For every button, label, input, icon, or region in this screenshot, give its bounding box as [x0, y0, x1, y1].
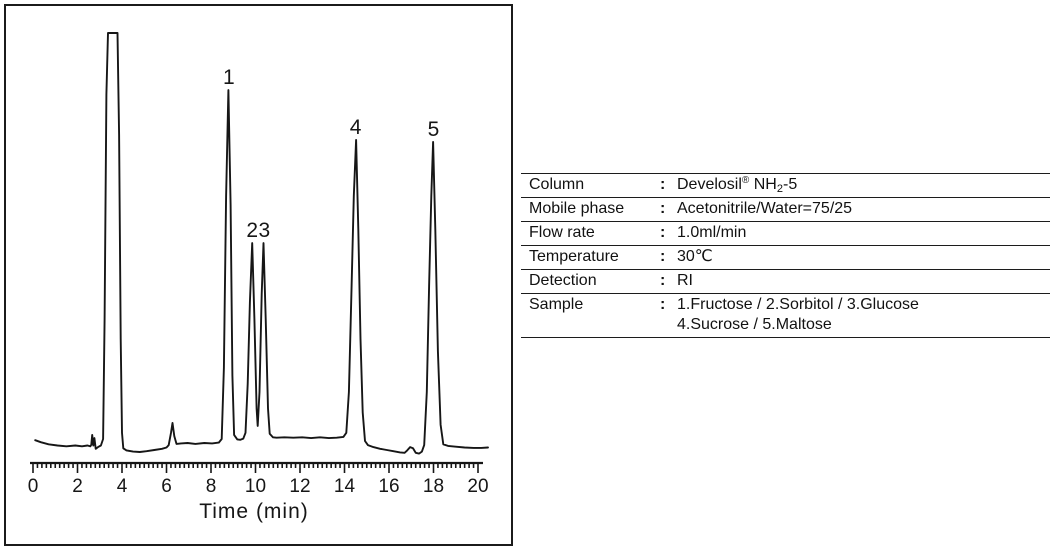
condition-row-flow-rate: Flow rate:1.0ml/min — [521, 222, 1050, 246]
value-text: NH — [749, 176, 777, 193]
condition-colon: : — [660, 296, 666, 313]
condition-colon: : — [660, 176, 666, 193]
x-axis-title: Time (min) — [199, 500, 309, 523]
peak-number-labels: 12 34 5 — [223, 66, 439, 242]
x-axis-tick-label: 2 — [72, 476, 83, 497]
value-text: 1.0ml/min — [677, 224, 747, 241]
condition-row-detection: Detection: RI — [521, 270, 1050, 294]
condition-colon: : — [660, 272, 666, 289]
condition-label: Detection — [529, 272, 597, 289]
condition-row-temperature: Temperature:30℃ — [521, 246, 1050, 270]
condition-row-sample: Sample:1.Fructose / 2.Sorbitol / 3.Gluco… — [521, 294, 1050, 338]
condition-value: Develosil® NH2-5 — [677, 175, 1050, 195]
x-axis-ticks — [32, 463, 479, 473]
condition-value: Acetonitrile/Water=75/25 — [677, 199, 1050, 219]
value-text: 4.Sucrose / 5.Maltose — [677, 316, 832, 333]
value-text: -5 — [782, 176, 798, 193]
peak-label-5: 5 — [428, 118, 440, 141]
x-axis-tick-labels: 0 2 4 6 8 10 12 14 16 18 20 — [28, 476, 489, 497]
condition-label: Mobile phase — [529, 200, 625, 217]
x-axis-tick-label: 18 — [423, 476, 444, 497]
subscript-text: 2 — [776, 183, 783, 195]
x-axis: 0 2 4 6 8 10 12 14 16 18 20 — [28, 461, 489, 497]
value-text: 30℃ — [677, 248, 713, 265]
peak-label-4: 4 — [350, 116, 362, 139]
condition-label: Flow rate — [529, 224, 595, 241]
peak-label-2: 2 — [246, 219, 258, 242]
peak-label-3: 3 — [259, 219, 271, 242]
condition-value-line: 1.0ml/min — [677, 223, 1050, 243]
condition-value: 30℃ — [677, 247, 1050, 267]
conditions-table: Column: Develosil® NH2-5 Mobile phase: Acet… — [521, 173, 1050, 338]
condition-value-line: 30℃ — [677, 247, 1050, 267]
x-axis-tick-label: 16 — [378, 476, 399, 497]
condition-label: Temperature — [529, 248, 619, 265]
x-axis-tick-label: 20 — [467, 476, 488, 497]
condition-value-line: RI — [677, 271, 1050, 291]
value-text: 1.Fructose / 2.Sorbitol / 3.Glucose — [677, 296, 919, 313]
x-axis-tick-label: 8 — [206, 476, 217, 497]
x-axis-tick-label: 4 — [117, 476, 128, 497]
superscript-text: ® — [741, 175, 750, 186]
condition-colon: : — [660, 224, 666, 241]
chromatogram-trace — [34, 32, 489, 455]
condition-colon: : — [660, 248, 666, 265]
condition-value: RI — [677, 271, 1050, 291]
condition-row-column: Column: Develosil® NH2-5 — [521, 174, 1050, 198]
condition-value-line: 4.Sucrose / 5.Maltose — [677, 315, 1050, 335]
chromatogram-plot: 0 2 4 6 8 10 12 14 16 18 20 12 34 5 Time (min) — [28, 32, 489, 523]
x-axis-tick-label: 6 — [161, 476, 172, 497]
condition-row-mobile-phase: Mobile phase: Acetonitrile/Water=75/25 — [521, 198, 1050, 222]
condition-label: Sample — [529, 296, 584, 313]
x-axis-tick-label: 14 — [334, 476, 356, 497]
condition-value-line: 1.Fructose / 2.Sorbitol / 3.Glucose — [677, 295, 1050, 315]
peak-label-1: 1 — [223, 66, 235, 89]
condition-value: 1.0ml/min — [677, 223, 1050, 243]
x-axis-tick-label: 12 — [289, 476, 310, 497]
x-axis-tick-label: 10 — [245, 476, 266, 497]
condition-colon: : — [660, 200, 666, 217]
value-text: Acetonitrile/Water=75/25 — [677, 200, 853, 217]
condition-value: 1.Fructose / 2.Sorbitol / 3.Glucose 4.Suc… — [677, 295, 1050, 335]
condition-value-line: Acetonitrile/Water=75/25 — [677, 199, 1050, 219]
value-text: Develosil — [677, 176, 742, 193]
condition-value-line: Develosil® NH2-5 — [677, 175, 1050, 195]
condition-label: Column — [529, 176, 585, 193]
x-axis-tick-label: 0 — [28, 476, 39, 497]
value-text: RI — [677, 272, 693, 289]
